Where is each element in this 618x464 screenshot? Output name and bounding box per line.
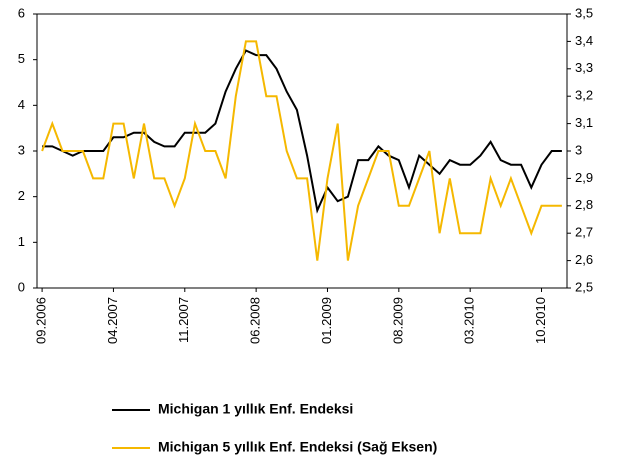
- y-tick-label: 6: [18, 5, 25, 20]
- series-line: [42, 49, 562, 214]
- y2-tick-label: 3,2: [575, 88, 593, 103]
- y2-tick-label: 3,4: [575, 33, 593, 48]
- y2-tick-label: 3,1: [575, 115, 593, 130]
- y2-tick-label: 2,5: [575, 279, 593, 294]
- x-tick-label: 06.2008: [248, 297, 263, 344]
- y-tick-label: 0: [18, 279, 25, 294]
- y2-tick-label: 3,5: [575, 5, 593, 20]
- x-tick-label: 03.2010: [462, 297, 477, 344]
- y2-tick-label: 3: [575, 142, 582, 157]
- y-tick-label: 3: [18, 142, 25, 157]
- x-tick-label: 09.2006: [34, 297, 49, 344]
- y2-tick-label: 2,7: [575, 225, 593, 240]
- y-tick-label: 1: [18, 234, 25, 249]
- x-tick-label: 11.2007: [176, 297, 191, 343]
- series-line: [41, 40, 562, 261]
- y2-tick-label: 2,9: [575, 170, 593, 185]
- y2-tick-label: 2,8: [575, 197, 593, 212]
- y-tick-label: 4: [18, 97, 25, 112]
- x-tick-label: 01.2009: [319, 297, 334, 344]
- legend-label: Michigan 1 yıllık Enf. Endeksi: [158, 401, 353, 417]
- legend-label: Michigan 5 yıllık Enf. Endeksi (Sağ Ekse…: [158, 439, 437, 455]
- y2-tick-label: 3,3: [575, 60, 593, 75]
- y-tick-label: 5: [18, 51, 25, 66]
- x-tick-label: 04.2007: [105, 297, 120, 344]
- x-tick-label: 08.2009: [390, 297, 405, 344]
- y-tick-label: 2: [18, 188, 25, 203]
- y2-tick-label: 2,6: [575, 252, 593, 267]
- x-tick-label: 10.2010: [533, 297, 548, 344]
